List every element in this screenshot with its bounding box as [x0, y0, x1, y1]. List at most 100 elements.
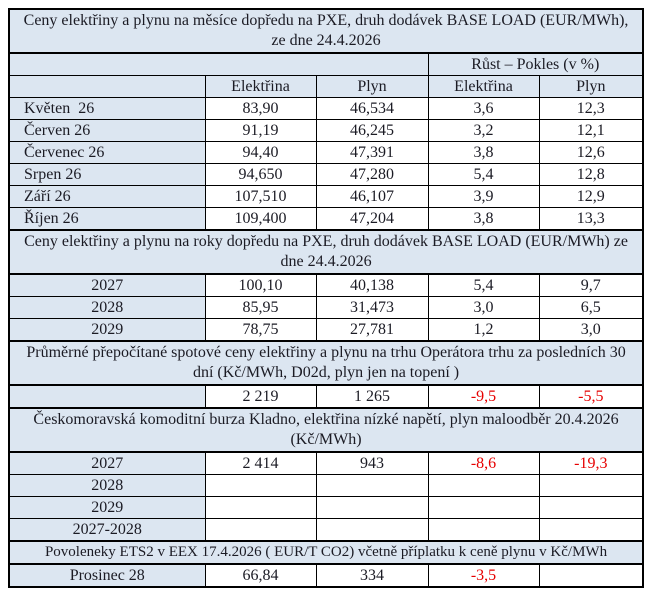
column-header-spacer: [8, 75, 206, 98]
table-row-year-2028: 2028 85,95 31,473 3,0 6,5: [8, 296, 644, 319]
electricity-price: 2 219: [204, 384, 317, 409]
electricity-change: [427, 496, 540, 519]
row-label: 2027: [8, 273, 206, 297]
table-row-year-2029: 2029 78,75 27,781 1,2 3,0: [8, 318, 644, 342]
table-row-kladno-2027-2028: 2027-2028: [8, 518, 644, 542]
table-row-ets2-december-28: Prosinec 28 66,84 334 -3,5: [8, 563, 644, 588]
electricity-change: [427, 518, 540, 542]
electricity-change: -8,6: [427, 451, 540, 475]
gas-price: 47,391: [315, 141, 429, 164]
electricity-price: 94,650: [204, 163, 317, 186]
electricity-change: -9,5: [427, 384, 540, 409]
column-header-gas: Plyn: [315, 75, 429, 98]
gas-change: -5,5: [538, 384, 644, 409]
section-title-row-pxe-months: Ceny elektřiny a plynu na měsíce dopředu…: [8, 8, 644, 54]
table-row-month-june: Červen 26 91,19 46,245 3,2 12,1: [8, 119, 644, 142]
electricity-change: 3,8: [427, 207, 540, 231]
column-header-row: Elektřina Plyn Elektřina Plyn: [8, 75, 644, 98]
section-title-row-kladno: Českomoravská komoditní burza Kladno, el…: [8, 407, 644, 453]
table-row-kladno-2027: 2027 2 414 943 -8,6 -19,3: [8, 451, 644, 475]
electricity-change: [427, 474, 540, 497]
electricity-price: 66,84: [204, 563, 317, 588]
gas-change: [538, 563, 644, 588]
electricity-change: -3,5: [427, 563, 540, 588]
table-row-kladno-2028: 2028: [8, 474, 644, 497]
electricity-price: [204, 518, 317, 542]
table-row-month-may: Květen 26 83,90 46,534 3,6 12,3: [8, 97, 644, 120]
electricity-price: 2 414: [204, 451, 317, 475]
electricity-price: [204, 474, 317, 497]
row-label: 2029: [8, 496, 206, 519]
row-label: Červenec 26: [8, 141, 206, 164]
growth-header-row: Růst – Pokles (v %): [8, 52, 644, 76]
gas-price: [315, 496, 429, 519]
row-label: 2027: [8, 451, 206, 475]
electricity-change: 3,2: [427, 119, 540, 142]
column-header-electricity: Elektřina: [204, 75, 317, 98]
electricity-price: [204, 496, 317, 519]
gas-price: 40,138: [315, 273, 429, 297]
electricity-change: 3,6: [427, 97, 540, 120]
gas-price: 47,280: [315, 163, 429, 186]
electricity-change: 1,2: [427, 318, 540, 342]
gas-change: [538, 496, 644, 519]
electricity-change: 5,4: [427, 163, 540, 186]
gas-change: -19,3: [538, 451, 644, 475]
electricity-change: 3,8: [427, 141, 540, 164]
table-row-month-october: Říjen 26 109,400 47,204 3,8 13,3: [8, 207, 644, 231]
column-header-gas-change: Plyn: [538, 75, 644, 98]
electricity-change: 5,4: [427, 273, 540, 297]
gas-change: 12,6: [538, 141, 644, 164]
gas-change: 6,5: [538, 296, 644, 319]
section-title-row-ets2: Povoleneky ETS2 v EEX 17.4.2026 ( EUR/T …: [8, 540, 644, 565]
electricity-price: 83,90: [204, 97, 317, 120]
gas-change: 13,3: [538, 207, 644, 231]
section-title-row-pxe-years: Ceny elektřiny a plynu na roky dopředu n…: [8, 229, 644, 275]
electricity-price: 85,95: [204, 296, 317, 319]
gas-change: 12,9: [538, 185, 644, 208]
electricity-price: 91,19: [204, 119, 317, 142]
table-row-month-august: Srpen 26 94,650 47,280 5,4 12,8: [8, 163, 644, 186]
gas-price: 47,204: [315, 207, 429, 231]
electricity-price: 78,75: [204, 318, 317, 342]
section-title-pxe-months: Ceny elektřiny a plynu na měsíce dopředu…: [8, 8, 644, 54]
row-label: Červen 26: [8, 119, 206, 142]
electricity-price: 109,400: [204, 207, 317, 231]
row-label: 2028: [8, 474, 206, 497]
electricity-price: 100,10: [204, 273, 317, 297]
electricity-price: 94,40: [204, 141, 317, 164]
row-label: 2027-2028: [8, 518, 206, 542]
gas-change: 12,8: [538, 163, 644, 186]
column-header-electricity-change: Elektřina: [427, 75, 540, 98]
table-row-spot: 2 219 1 265 -9,5 -5,5: [8, 384, 644, 409]
row-label: [8, 384, 206, 409]
gas-price: 46,245: [315, 119, 429, 142]
section-title-spot: Průměrné přepočítané spotové ceny elektř…: [8, 340, 644, 386]
gas-change: [538, 474, 644, 497]
section-title-pxe-years: Ceny elektřiny a plynu na roky dopředu n…: [8, 229, 644, 275]
gas-change: 3,0: [538, 318, 644, 342]
row-label: Květen 26: [8, 97, 206, 120]
gas-price: [315, 518, 429, 542]
row-label: Říjen 26: [8, 207, 206, 231]
gas-change: 12,1: [538, 119, 644, 142]
table-row-kladno-2029: 2029: [8, 496, 644, 519]
gas-change: [538, 518, 644, 542]
table-row-month-september: Září 26 107,510 46,107 3,9 12,9: [8, 185, 644, 208]
electricity-change: 3,9: [427, 185, 540, 208]
gas-price: 334: [315, 563, 429, 588]
section-title-kladno: Českomoravská komoditní burza Kladno, el…: [8, 407, 644, 453]
gas-price: 27,781: [315, 318, 429, 342]
row-label: 2028: [8, 296, 206, 319]
gas-price: 943: [315, 451, 429, 475]
growth-header-spacer: [8, 52, 429, 76]
row-label: Prosinec 28: [8, 563, 206, 588]
table-row-year-2027: 2027 100,10 40,138 5,4 9,7: [8, 273, 644, 297]
energy-price-table: Ceny elektřiny a plynu na měsíce dopředu…: [8, 8, 645, 588]
row-label: Září 26: [8, 185, 206, 208]
electricity-price: 107,510: [204, 185, 317, 208]
gas-price: 46,107: [315, 185, 429, 208]
gas-price: 46,534: [315, 97, 429, 120]
gas-price: 1 265: [315, 384, 429, 409]
gas-change: 12,3: [538, 97, 644, 120]
